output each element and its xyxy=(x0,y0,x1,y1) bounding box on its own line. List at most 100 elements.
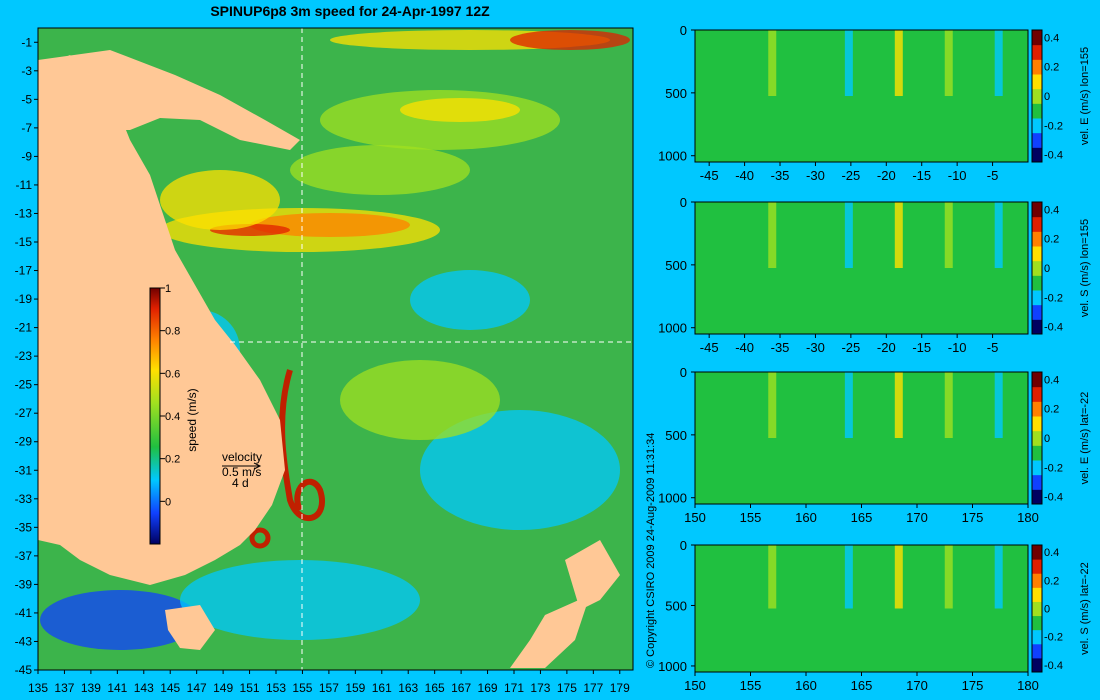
section-y-tick-label: 1000 xyxy=(658,321,687,336)
section-x-tick-label: 160 xyxy=(795,678,817,693)
section-feature xyxy=(894,372,903,438)
map-y-tick-label: -13 xyxy=(15,206,33,220)
speed-feature xyxy=(180,560,420,640)
section-x-tick-label: -40 xyxy=(735,340,754,355)
section-colorbar-segment xyxy=(1032,615,1042,631)
tasmania-landmass xyxy=(165,605,215,650)
section-x-tick-label: -15 xyxy=(912,340,931,355)
velocity-legend: velocity 0.5 m/s 4 d xyxy=(222,450,262,490)
section-colorbar-segment xyxy=(1032,587,1042,602)
map-y-tick-label: -37 xyxy=(15,549,33,563)
section-colorbar-label: vel. E (m/s) lat=-22 xyxy=(1079,392,1091,485)
section-feature xyxy=(994,202,1003,268)
map-y-tick-label: -23 xyxy=(15,349,33,363)
section-feature xyxy=(944,372,953,438)
map-y-tick-label: -41 xyxy=(15,606,33,620)
section-colorbar-tick-label: 0.2 xyxy=(1044,62,1059,74)
colorbar-tick-label: 0.2 xyxy=(165,454,180,466)
map-x-tick-label: 177 xyxy=(583,681,603,695)
section-frame xyxy=(694,201,1029,335)
section-colorbar-frame xyxy=(1031,371,1043,505)
section-x-tick-label: 155 xyxy=(740,678,762,693)
velocity-legend-time: 4 d xyxy=(232,476,249,490)
section-colorbar-segment xyxy=(1032,275,1042,291)
section-feature xyxy=(994,30,1003,96)
map-x-tick-label: 141 xyxy=(107,681,127,695)
section-colorbar-segment xyxy=(1032,246,1042,262)
map-y-tick-label: -19 xyxy=(15,292,33,306)
map-x-tick-label: 171 xyxy=(504,681,524,695)
map-x-tick-label: 149 xyxy=(213,681,233,695)
section-frame xyxy=(694,29,1029,163)
section-colorbar-tick-label: 0.2 xyxy=(1044,404,1059,416)
velocity-legend-scale: 0.5 m/s xyxy=(222,465,261,479)
section-colorbar-segment xyxy=(1032,559,1042,574)
map-x-tick-label: 139 xyxy=(81,681,101,695)
section-colorbar-segment xyxy=(1032,416,1042,432)
map-frame xyxy=(37,27,634,671)
section-colorbar-segment xyxy=(1032,30,1042,46)
section-x-tick-label: -20 xyxy=(877,168,896,183)
section-colorbar-tick-label: 0.2 xyxy=(1044,575,1059,587)
section-panel-2: 0 500 1000 -45 -40 -35 -30 -25 -20 -15 -10 -5 0.4 0.2… xyxy=(658,195,1091,355)
section-colorbar-tick-label: -0.4 xyxy=(1044,322,1063,334)
map-x-tick-label: 179 xyxy=(610,681,630,695)
section-feature xyxy=(994,545,1003,609)
section-colorbar-tick-label: 0.4 xyxy=(1044,32,1059,44)
map-y-tick-label: -39 xyxy=(15,577,33,591)
section-panel-3: 0 500 1000 150 155 160 165 170 175 180 0.4 0.2 0 -0.2… xyxy=(658,365,1091,525)
map-y-tick-label: -35 xyxy=(15,520,33,534)
section-colorbar-segment xyxy=(1032,59,1042,75)
section-colorbar-label: vel. E (m/s) lon=155 xyxy=(1079,47,1091,145)
section-y-tick-label: 1000 xyxy=(658,149,687,164)
section-feature xyxy=(844,30,853,96)
speed-feature xyxy=(340,360,500,440)
speed-feature xyxy=(420,410,620,530)
map-y-tick-label: -7 xyxy=(21,121,32,135)
section-colorbar-segment xyxy=(1032,231,1042,247)
section-colorbar-segment xyxy=(1032,74,1042,90)
section-x-tick-label: -5 xyxy=(987,168,999,183)
colorbar-tick-label: 0.8 xyxy=(165,326,180,338)
section-x-tick-label: 150 xyxy=(684,510,706,525)
section-x-tick-label: -5 xyxy=(987,340,999,355)
map-y-tick-label: -31 xyxy=(15,463,33,477)
section-colorbar-tick-label: -0.2 xyxy=(1044,632,1063,644)
section-x-tick-label: 160 xyxy=(795,510,817,525)
section-colorbar-tick-label: 0.4 xyxy=(1044,547,1059,559)
map-y-tick-label: -25 xyxy=(15,378,33,392)
section-colorbar-segment xyxy=(1032,401,1042,417)
map-y-tick-label: -43 xyxy=(15,634,33,648)
section-x-tick-label: -35 xyxy=(771,340,790,355)
section-colorbar-tick-label: -0.4 xyxy=(1044,660,1063,672)
section-x-tick-label: 170 xyxy=(906,510,928,525)
section-feature xyxy=(944,30,953,96)
map-y-tick-label: -27 xyxy=(15,406,33,420)
section-colorbar-tick-label: -0.2 xyxy=(1044,120,1063,132)
speed-feature xyxy=(400,98,520,122)
section-colorbar-label: vel. S (m/s) lon=155 xyxy=(1079,219,1091,317)
section-colorbar-tick-label: 0 xyxy=(1044,604,1050,616)
section-feature xyxy=(844,372,853,438)
speed-feature xyxy=(160,170,280,230)
arrow-icon xyxy=(253,462,262,470)
eddy xyxy=(249,527,271,549)
section-colorbar-segment xyxy=(1032,657,1042,673)
section-colorbar-segment xyxy=(1032,88,1042,104)
section-colorbar-segment xyxy=(1032,118,1042,134)
map-y-tick-label: -17 xyxy=(15,264,33,278)
section-colorbar-tick-label: 0 xyxy=(1044,263,1050,275)
speed-feature xyxy=(250,213,410,237)
map-y-tick-label: -3 xyxy=(21,64,32,78)
section-colorbar-segment xyxy=(1032,629,1042,645)
section-colorbar-segment xyxy=(1032,430,1042,446)
speed-map: 135 137 139 141 143 145 147 149 151 153 155 157 159 1… xyxy=(15,27,634,695)
section-colorbar-tick-label: -0.4 xyxy=(1044,492,1063,504)
section-y-tick-label: 500 xyxy=(665,86,687,101)
section-y-tick-label: 1000 xyxy=(658,659,687,674)
section-field xyxy=(695,202,1028,334)
colorbar-tick-label: 0.4 xyxy=(165,411,180,423)
section-colorbar-segment xyxy=(1032,304,1042,320)
speed-feature xyxy=(510,30,630,50)
map-x-tick-label: 157 xyxy=(319,681,339,695)
